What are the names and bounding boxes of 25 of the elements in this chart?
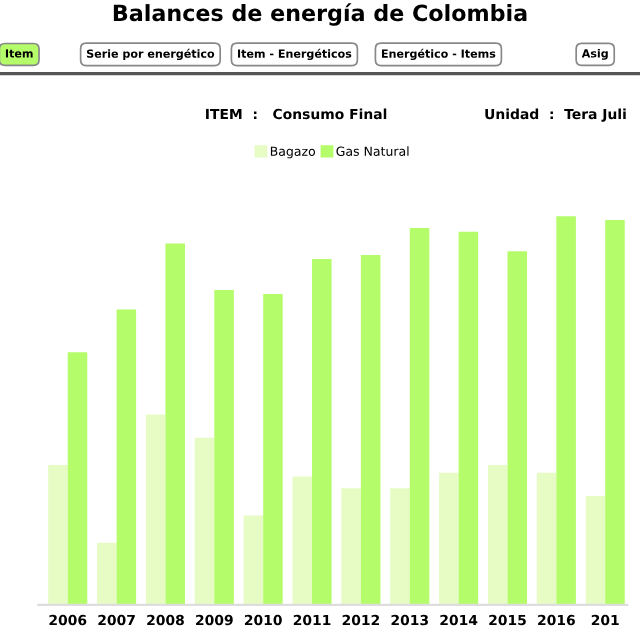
bar xyxy=(341,488,361,605)
bar xyxy=(263,293,283,605)
bar xyxy=(116,309,137,605)
bar xyxy=(67,352,88,605)
bar xyxy=(536,472,557,605)
bar xyxy=(214,290,234,605)
bar xyxy=(458,231,479,605)
bar xyxy=(360,255,381,605)
bar xyxy=(556,216,576,605)
bar xyxy=(145,414,166,605)
bar xyxy=(48,464,68,605)
bar xyxy=(97,542,117,605)
bar xyxy=(585,496,606,605)
bar xyxy=(605,220,625,605)
bar xyxy=(409,227,430,605)
bar xyxy=(390,488,410,605)
bar xyxy=(312,258,332,605)
bar xyxy=(487,464,508,605)
bar xyxy=(292,476,313,605)
bar xyxy=(243,515,264,605)
bar xyxy=(194,437,215,605)
bar xyxy=(507,251,528,605)
bar xyxy=(439,472,459,605)
chart-title: Balances de energía de Colombia xyxy=(113,3,527,26)
bar xyxy=(165,243,185,605)
